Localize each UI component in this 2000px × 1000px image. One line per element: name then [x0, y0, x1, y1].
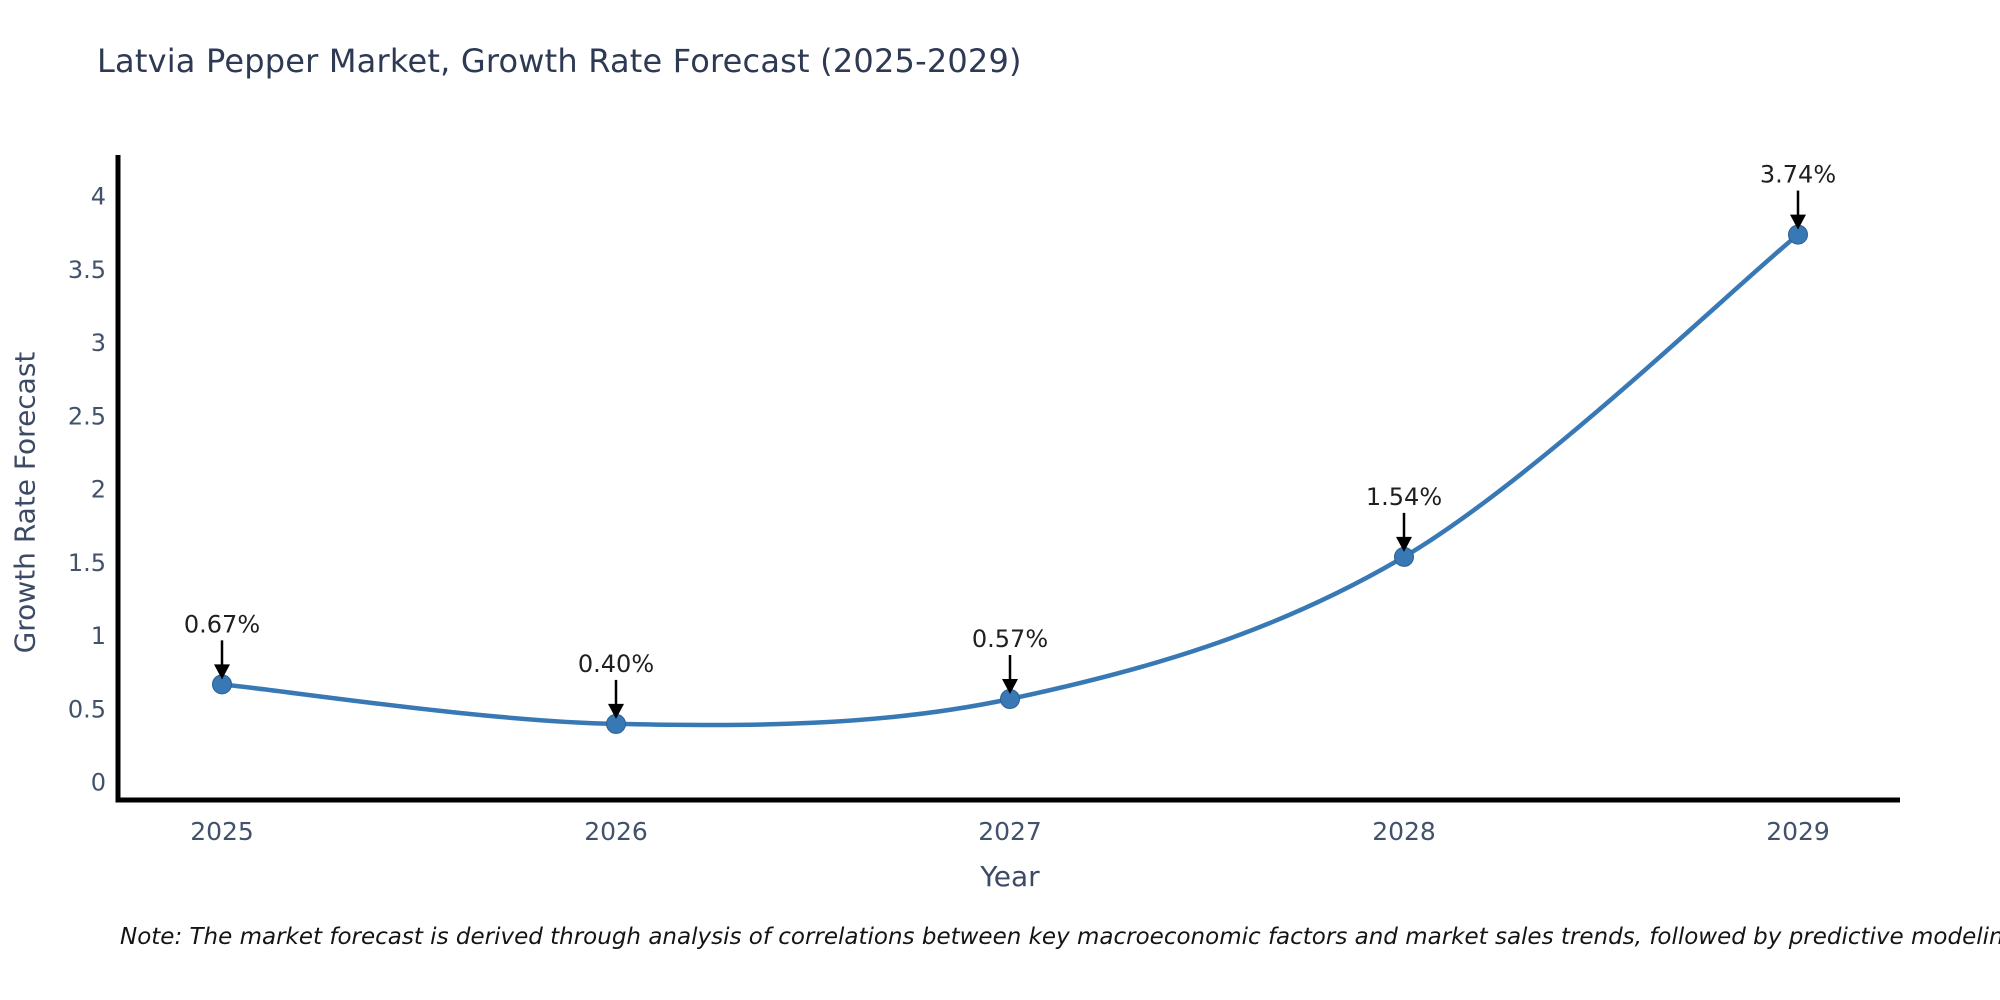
- x-tick-label: 2027: [978, 817, 1042, 846]
- y-tick-label: 2.5: [68, 402, 106, 430]
- x-tick-label: 2029: [1766, 817, 1830, 846]
- annotation-arrowhead: [214, 664, 230, 680]
- y-axis-title: Growth Rate Forecast: [8, 351, 42, 654]
- y-tick-label: 0: [91, 769, 106, 797]
- annotation-arrowhead: [1002, 678, 1018, 694]
- y-tick-label: 3: [91, 329, 106, 357]
- data-point-label: 0.40%: [578, 650, 654, 678]
- series-line: [219, 232, 1801, 728]
- data-point-label: 0.57%: [972, 625, 1048, 653]
- x-axis-title: Year: [980, 860, 1040, 893]
- y-tick-label: 0.5: [68, 695, 106, 723]
- footnote: Note: The market forecast is derived thr…: [120, 924, 2000, 950]
- x-tick-label: 2026: [584, 817, 648, 846]
- y-tick-label: 1.5: [68, 549, 106, 577]
- x-tick-label: 2025: [190, 817, 254, 846]
- annotation-arrowhead: [1396, 536, 1412, 552]
- data-point-label: 3.74%: [1760, 161, 1836, 189]
- y-tick-label: 2: [91, 476, 106, 504]
- data-point-label: 1.54%: [1366, 483, 1442, 511]
- x-tick-label: 2028: [1372, 817, 1436, 846]
- y-tick-label: 3.5: [68, 256, 106, 284]
- y-tick-label: 1: [91, 622, 106, 650]
- annotation-arrowhead: [1790, 214, 1806, 230]
- data-point-label: 0.67%: [184, 610, 260, 638]
- y-tick-label: 4: [91, 183, 106, 211]
- annotation-arrowhead: [608, 703, 624, 719]
- chart-title: Latvia Pepper Market, Growth Rate Foreca…: [97, 42, 1022, 80]
